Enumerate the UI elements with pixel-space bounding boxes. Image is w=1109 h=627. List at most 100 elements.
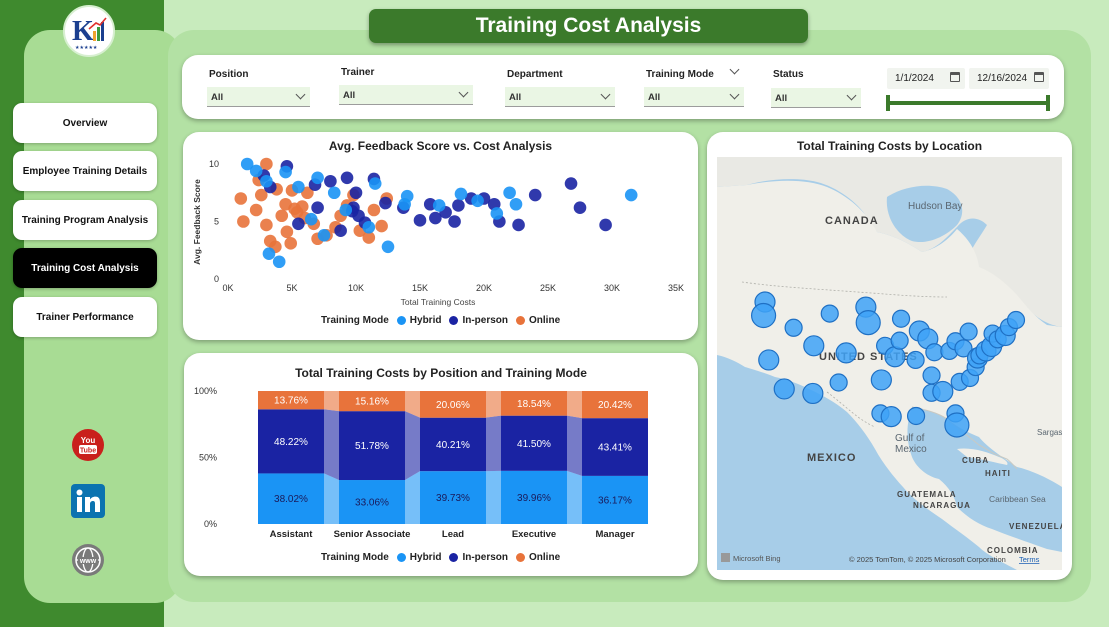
map-canvas[interactable]: CANADA Hudson Bay UNITED STATES MEXICO G… <box>717 157 1062 570</box>
map-bubble[interactable] <box>773 378 795 400</box>
scatter-point-in-person[interactable] <box>573 201 587 214</box>
scatter-point-online[interactable] <box>280 225 294 239</box>
legend-hybrid[interactable]: Hybrid <box>396 552 441 563</box>
scatter-point-online[interactable] <box>237 215 250 228</box>
map-bubble[interactable] <box>906 406 926 426</box>
date-end-input[interactable]: 12/16/2024 <box>969 68 1049 89</box>
map-bubble[interactable] <box>906 350 925 370</box>
bar-segment-hybrid[interactable] <box>501 470 567 524</box>
scatter-point-online[interactable] <box>288 202 301 216</box>
scatter-point-hybrid[interactable] <box>381 240 395 254</box>
scatter-point-online[interactable] <box>367 203 381 217</box>
filter-department-select[interactable]: All <box>505 87 615 107</box>
filter-status-select[interactable]: All <box>771 88 861 108</box>
scatter-point-in-person[interactable] <box>564 177 578 190</box>
scatter-point-hybrid[interactable] <box>624 188 638 202</box>
scatter-point-in-person[interactable] <box>452 199 465 212</box>
bar-segment-hybrid[interactable] <box>339 480 405 524</box>
scatter-point-online[interactable] <box>260 218 273 232</box>
scatter-point-online[interactable] <box>375 219 388 233</box>
scatter-point-in-person[interactable] <box>528 188 542 202</box>
legend-in-person[interactable]: In-person <box>449 315 508 326</box>
scatter-point-in-person[interactable] <box>379 196 392 210</box>
bar-segment-hybrid[interactable] <box>420 471 486 524</box>
map-bubble[interactable] <box>829 373 848 392</box>
scatter-point-hybrid[interactable] <box>432 199 446 212</box>
date-start-input[interactable]: 1/1/2024 <box>887 68 965 89</box>
filter-position-select[interactable]: All <box>207 87 310 107</box>
scatter-point-hybrid[interactable] <box>272 255 286 269</box>
scatter-point-in-person[interactable] <box>324 174 337 188</box>
legend-hybrid[interactable]: Hybrid <box>396 315 441 326</box>
scatter-point-hybrid[interactable] <box>249 164 263 178</box>
date-slider-end-handle[interactable] <box>1046 95 1050 111</box>
legend-online[interactable]: Online <box>516 552 560 563</box>
bar-segment-in-person[interactable] <box>339 411 405 481</box>
scatter-point-hybrid[interactable] <box>279 165 292 179</box>
calendar-icon[interactable] <box>1034 72 1044 82</box>
scatter-point-online[interactable] <box>254 188 268 202</box>
youtube-icon[interactable]: You Tube <box>71 428 105 462</box>
nav-trainer-performance[interactable]: Trainer Performance <box>13 297 157 337</box>
scatter-point-in-person[interactable] <box>292 217 305 231</box>
map-bubble[interactable] <box>884 346 906 368</box>
scatter-point-in-person[interactable] <box>340 171 354 185</box>
scatter-point-in-person[interactable] <box>599 218 612 232</box>
scatter-point-in-person[interactable] <box>429 211 442 225</box>
scatter-point-hybrid[interactable] <box>400 189 414 203</box>
legend-in-person[interactable]: In-person <box>449 552 508 563</box>
scatter-point-hybrid[interactable] <box>503 186 516 200</box>
scatter-point-hybrid[interactable] <box>490 207 504 220</box>
scatter-point-hybrid[interactable] <box>339 203 353 217</box>
map-bubble[interactable] <box>758 349 780 371</box>
date-range-slider[interactable] <box>889 101 1049 105</box>
bar-segment-in-person[interactable] <box>582 418 648 476</box>
bar-segment-online[interactable] <box>258 391 324 410</box>
bar-segment-online[interactable] <box>339 391 405 412</box>
map-bubble[interactable] <box>1006 310 1026 330</box>
map-bubble[interactable] <box>925 343 944 362</box>
company-logo[interactable]: K ★★★★★ <box>63 5 115 57</box>
scatter-point-hybrid[interactable] <box>311 171 324 185</box>
scatter-point-hybrid[interactable] <box>262 247 276 260</box>
nav-training-program-analysis[interactable]: Training Program Analysis <box>13 200 157 240</box>
scatter-point-in-person[interactable] <box>413 214 427 227</box>
map-bubble[interactable] <box>959 322 978 341</box>
scatter-point-in-person[interactable] <box>448 215 461 228</box>
scatter-point-hybrid[interactable] <box>240 157 254 171</box>
map-bubble[interactable] <box>820 304 839 323</box>
bar-segment-online[interactable] <box>582 391 648 419</box>
map-bubble[interactable] <box>880 406 902 428</box>
filter-training-mode-select[interactable]: All <box>644 87 744 107</box>
scatter-point-online[interactable] <box>234 192 248 205</box>
scatter-point-online[interactable] <box>249 203 263 217</box>
scatter-point-online[interactable] <box>301 186 314 200</box>
scatter-point-in-person[interactable] <box>349 186 363 200</box>
map-bubble[interactable] <box>870 369 892 391</box>
bar-segment-hybrid[interactable] <box>582 475 648 524</box>
map-bubble[interactable] <box>855 310 881 336</box>
nav-overview[interactable]: Overview <box>13 103 157 143</box>
calendar-icon[interactable] <box>950 72 960 82</box>
globe-icon[interactable]: www <box>71 543 105 577</box>
map-bubble[interactable] <box>803 335 825 357</box>
nav-employee-training-details[interactable]: Employee Training Details <box>13 151 157 191</box>
map-bubble[interactable] <box>932 380 954 403</box>
map-bubble[interactable] <box>890 331 909 350</box>
map-bubble[interactable] <box>891 309 911 328</box>
bar-segment-hybrid[interactable] <box>258 473 324 524</box>
bar-segment-in-person[interactable] <box>420 417 486 472</box>
scatter-point-in-person[interactable] <box>311 201 324 214</box>
scatter-point-hybrid[interactable] <box>260 174 273 188</box>
bar-segment-online[interactable] <box>420 391 486 418</box>
bar-segment-online[interactable] <box>501 391 567 416</box>
legend-online[interactable]: Online <box>516 315 560 326</box>
scatter-point-in-person[interactable] <box>512 218 525 232</box>
date-slider-start-handle[interactable] <box>886 95 890 111</box>
bar-segment-in-person[interactable] <box>501 415 567 471</box>
scatter-point-hybrid[interactable] <box>362 220 376 234</box>
scatter-point-hybrid[interactable] <box>509 197 523 211</box>
scatter-point-online[interactable] <box>362 231 376 244</box>
nav-training-cost-analysis[interactable]: Training Cost Analysis <box>13 248 157 288</box>
scatter-point-hybrid[interactable] <box>454 187 468 201</box>
